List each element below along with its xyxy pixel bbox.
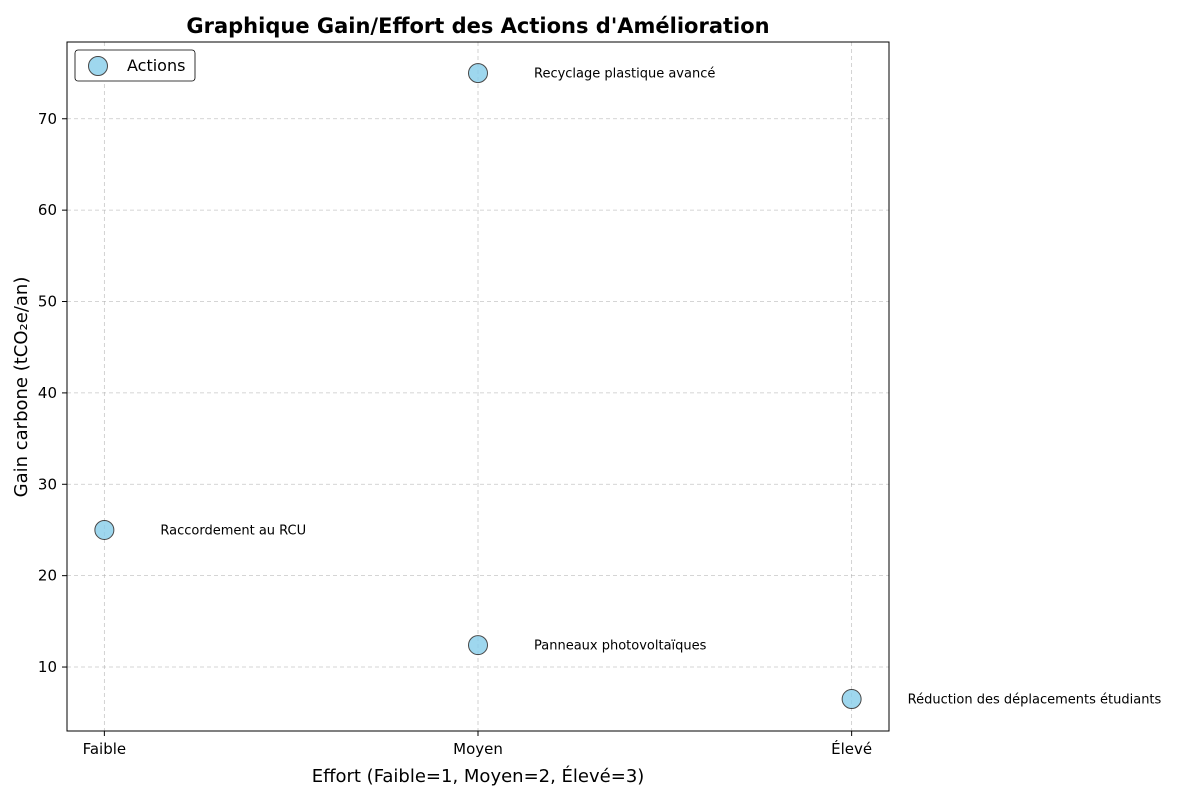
point-annotation: Panneaux photovoltaïques bbox=[534, 639, 707, 654]
y-axis-label: Gain carbone (tCO₂e/an) bbox=[11, 277, 32, 498]
y-tick-label: 30 bbox=[38, 475, 57, 493]
y-tick-label: 60 bbox=[38, 201, 57, 219]
y-tick-label: 10 bbox=[38, 658, 57, 676]
x-tick-label: Moyen bbox=[453, 740, 503, 758]
point-annotation: Réduction des déplacements étudiants bbox=[908, 693, 1162, 708]
y-tick-label: 50 bbox=[38, 293, 57, 311]
tick-layer: Faible Moyen Élevé 10 20 30 40 50 60 70 bbox=[38, 110, 872, 758]
point-layer: Raccordement au RCU Recyclage plastique a… bbox=[94, 63, 1162, 710]
legend: Actions bbox=[74, 49, 196, 82]
legend-marker bbox=[88, 56, 108, 76]
data-point bbox=[468, 63, 488, 84]
legend-box bbox=[74, 49, 196, 82]
y-tick-label: 40 bbox=[38, 384, 57, 402]
legend-label: Actions bbox=[127, 56, 185, 75]
y-tick-label: 70 bbox=[38, 110, 57, 128]
x-axis-label: Effort (Faible=1, Moyen=2, Élevé=3) bbox=[312, 765, 645, 787]
x-tick-label: Faible bbox=[83, 740, 127, 758]
point-annotation: Recyclage plastique avancé bbox=[534, 67, 715, 82]
grid-layer bbox=[67, 42, 889, 731]
y-tick-label: 20 bbox=[38, 567, 57, 585]
point-annotation: Raccordement au RCU bbox=[160, 523, 306, 538]
x-tick-label: Élevé bbox=[831, 739, 872, 758]
chart-title: Graphique Gain/Effort des Actions d'Amél… bbox=[186, 14, 769, 38]
data-point bbox=[468, 635, 488, 656]
data-point bbox=[94, 519, 115, 540]
data-point bbox=[841, 689, 862, 710]
